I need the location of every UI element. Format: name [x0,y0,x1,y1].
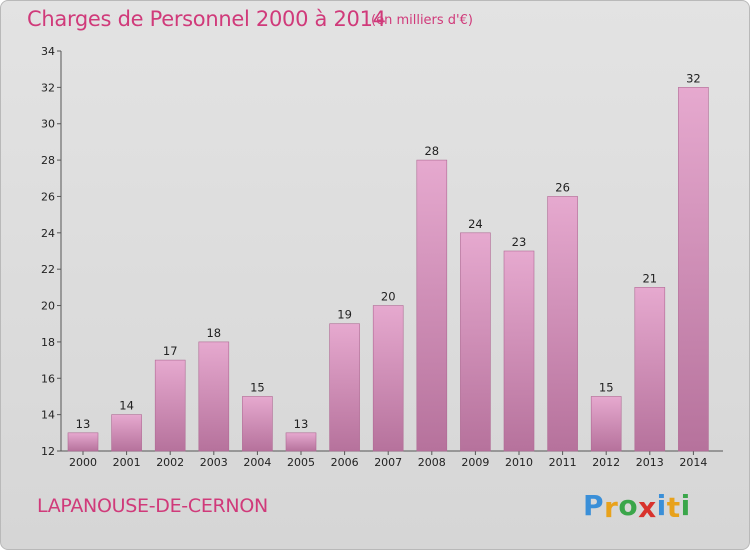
x-tick-label-2012: 2012 [592,456,620,469]
logo-letter: o [618,489,639,522]
y-tick-label: 16 [41,372,55,385]
logo-letter: P [583,489,605,522]
logo-letter: x [638,491,657,524]
y-tick-label: 18 [41,336,55,349]
value-label-2002: 17 [163,344,178,358]
value-label-2000: 13 [76,417,91,431]
bar-2008 [416,159,448,452]
y-tick-label: 24 [41,227,55,240]
y-tick-label: 22 [41,263,55,276]
bar-2004 [242,396,273,452]
bar-2002 [154,359,186,452]
value-label-2004: 15 [250,380,265,394]
value-label-2012: 15 [599,380,614,394]
bar-2010 [503,250,535,452]
x-tick-label-2001: 2001 [113,456,141,469]
x-tick-label-2013: 2013 [636,456,664,469]
value-label-2014: 32 [686,71,701,85]
bar-2012 [590,396,622,452]
bar-2005 [285,432,317,452]
bar-2011 [547,196,578,452]
x-tick-label-2004: 2004 [243,456,271,469]
value-label-2011: 26 [555,180,570,194]
bar-2000 [67,432,99,452]
y-tick-label: 32 [41,81,55,94]
bar-2009 [460,232,491,452]
y-tick-label: 20 [41,300,55,313]
value-label-2007: 20 [381,290,396,304]
bar-2007 [372,305,404,452]
value-label-2005: 13 [294,417,309,431]
x-tick-label-2008: 2008 [418,456,446,469]
x-tick-label-2006: 2006 [331,456,359,469]
proxiti-logo: Proxiti [583,489,691,524]
logo-letter: i [656,489,667,522]
bar-2003 [198,341,230,452]
y-tick-label: 28 [41,154,55,167]
x-tick-label-2005: 2005 [287,456,315,469]
logo-letter: i [680,489,691,522]
commune-name: LAPANOUSE-DE-CERNON [37,495,268,517]
logo-letter: t [666,491,681,524]
bar-2006 [329,323,360,452]
y-tick-label: 14 [41,409,55,422]
value-label-2001: 14 [119,399,134,413]
logo-letter: r [604,491,619,524]
value-label-2006: 19 [337,308,352,322]
value-label-2008: 28 [424,144,439,158]
value-label-2010: 23 [512,235,527,249]
x-tick-label-2000: 2000 [69,456,97,469]
value-label-2013: 21 [642,271,657,285]
chart-title: Charges de Personnel 2000 à 2014 [27,7,386,31]
bar-2013 [634,287,666,452]
x-tick-label-2010: 2010 [505,456,533,469]
y-tick-label: 30 [41,118,55,131]
y-tick-label: 26 [41,190,55,203]
value-label-2009: 24 [468,217,483,231]
x-tick-label-2007: 2007 [374,456,402,469]
y-tick-label: 12 [41,445,55,458]
y-tick-label: 34 [41,45,55,58]
chart-unit: (en milliers d'€) [371,13,473,28]
x-tick-label-2014: 2014 [679,456,707,469]
bar-2014 [678,87,709,452]
value-label-2003: 18 [206,326,221,340]
x-tick-label-2002: 2002 [156,456,184,469]
x-tick-label-2009: 2009 [461,456,489,469]
x-tick-label-2003: 2003 [200,456,228,469]
bar-2001 [111,414,142,452]
x-tick-label-2011: 2011 [549,456,577,469]
